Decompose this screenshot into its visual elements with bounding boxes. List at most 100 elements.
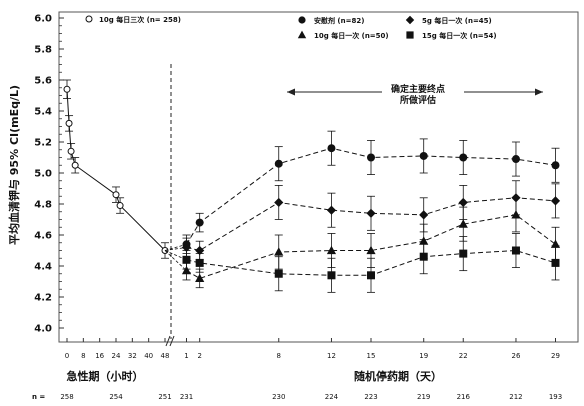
legend-label: 15g 每日一次 (n=54) bbox=[422, 31, 497, 40]
data-point bbox=[459, 249, 468, 258]
legend-marker bbox=[298, 16, 306, 24]
data-point bbox=[419, 151, 428, 160]
data-point bbox=[458, 197, 468, 208]
y-tick-label: 6.0 bbox=[34, 14, 52, 25]
legend-label: 10g 每日三次 (n= 258) bbox=[99, 15, 181, 24]
x-tick-label-maintenance: 12 bbox=[327, 352, 336, 360]
series-maintenance-0 bbox=[182, 130, 560, 255]
series-line bbox=[186, 214, 556, 279]
legend: 10g 每日三次 (n= 258) 安慰剂 (n=82) 5g 每日一次 (n=45… bbox=[85, 15, 497, 40]
data-point bbox=[274, 159, 283, 168]
data-point bbox=[551, 161, 560, 170]
data-point bbox=[181, 265, 192, 275]
x-axis: 0 8 16 24 32 40 48 1 2 8 12 15 19 22 26 29 bbox=[65, 338, 560, 360]
axis-break-mark bbox=[165, 335, 175, 347]
x-tick-label-acute: 16 bbox=[95, 352, 104, 360]
x-tick-label-maintenance: 19 bbox=[419, 352, 428, 360]
n-row-value: 230 bbox=[272, 393, 285, 401]
phase-connector bbox=[164, 250, 187, 261]
annotation-line-2: 所做评估 bbox=[400, 94, 436, 106]
n-row-value: 219 bbox=[417, 393, 430, 401]
data-point bbox=[366, 208, 376, 218]
data-point bbox=[551, 258, 560, 267]
x-tick-label-acute: 24 bbox=[112, 352, 121, 360]
data-point bbox=[511, 210, 521, 219]
data-point bbox=[327, 144, 336, 153]
x-tick-label-acute: 40 bbox=[144, 352, 153, 360]
x-tick-label-maintenance: 29 bbox=[551, 352, 560, 360]
y-axis-title: 平均血清钾与 95% CI(mEq/L) bbox=[7, 85, 21, 245]
annotation-line-1: 确定主要终点 bbox=[391, 83, 445, 95]
legend-marker bbox=[85, 15, 93, 23]
n-row-value: 193 bbox=[549, 393, 562, 401]
data-point bbox=[327, 271, 336, 280]
y-axis: 4.0 4.2 4.4 4.6 4.8 5.0 5.2 5.4 5.6 5.8 6.0 bbox=[34, 14, 64, 335]
primary-endpoint-annotation: 确定主要终点 所做评估 bbox=[287, 83, 543, 106]
data-point bbox=[195, 258, 204, 267]
legend-marker bbox=[406, 31, 414, 39]
x-tick-label-acute: 48 bbox=[161, 352, 170, 360]
data-point bbox=[274, 269, 283, 278]
data-point bbox=[550, 196, 561, 206]
y-tick-label: 5.2 bbox=[34, 138, 52, 149]
x-tick-label-maintenance: 8 bbox=[277, 352, 281, 360]
phase-connector bbox=[164, 243, 187, 251]
y-tick-label: 4.2 bbox=[34, 293, 52, 304]
x-tick-label-acute: 8 bbox=[81, 352, 85, 360]
data-point bbox=[71, 161, 79, 169]
data-point bbox=[182, 255, 191, 264]
data-point bbox=[367, 271, 375, 280]
data-point bbox=[112, 191, 120, 199]
data-point bbox=[419, 210, 429, 220]
n-row-value: 216 bbox=[457, 393, 471, 401]
n-row-value: 212 bbox=[509, 393, 522, 401]
data-point bbox=[67, 147, 75, 155]
y-tick-label: 4.0 bbox=[34, 324, 52, 335]
n-row-value: 251 bbox=[158, 393, 171, 401]
data-point bbox=[63, 85, 71, 93]
x-tick-label-maintenance: 2 bbox=[197, 352, 201, 360]
y-tick-label: 5.6 bbox=[34, 76, 52, 87]
series-layer bbox=[63, 79, 561, 293]
n-row: n = 258 254 251 231 230 224 223 219 216 212 193 bbox=[32, 393, 562, 401]
legend-marker bbox=[297, 30, 307, 39]
x-tick-label-maintenance: 1 bbox=[184, 352, 188, 360]
data-point bbox=[367, 153, 375, 162]
data-point bbox=[116, 202, 124, 210]
data-point bbox=[511, 246, 520, 255]
legend-label: 10g 每日一次 (n=50) bbox=[314, 31, 389, 40]
x-axis-title-maintenance: 随机停药期（天） bbox=[354, 369, 442, 383]
plot-frame bbox=[58, 11, 579, 343]
y-tick-label: 4.8 bbox=[34, 200, 52, 211]
annotation-arrow-right-icon bbox=[535, 88, 543, 96]
y-tick-label: 5.8 bbox=[34, 45, 52, 56]
n-row-value: 254 bbox=[109, 393, 123, 401]
phase-connector bbox=[164, 247, 187, 251]
legend-label: 安慰剂 (n=82) bbox=[314, 16, 364, 25]
data-point bbox=[274, 197, 284, 208]
data-point bbox=[195, 218, 204, 227]
data-point bbox=[326, 205, 337, 215]
n-row-value: 223 bbox=[364, 393, 377, 401]
data-point bbox=[65, 119, 73, 127]
data-point bbox=[511, 155, 520, 164]
data-point bbox=[326, 245, 337, 255]
data-point bbox=[459, 153, 468, 162]
legend-marker bbox=[405, 15, 415, 25]
y-tick-label: 4.6 bbox=[34, 231, 52, 242]
data-point bbox=[366, 245, 376, 255]
data-point bbox=[458, 219, 468, 228]
x-axis-title-acute: 急性期（小时） bbox=[67, 369, 144, 383]
n-row-value: 231 bbox=[180, 393, 193, 401]
x-tick-label-maintenance: 22 bbox=[459, 352, 468, 360]
series-line bbox=[186, 197, 556, 252]
legend-label: 5g 每日一次 (n=45) bbox=[422, 16, 492, 25]
series-maintenance-3 bbox=[182, 233, 560, 293]
annotation-arrow-left-icon bbox=[287, 88, 295, 96]
n-row-value: 224 bbox=[325, 393, 339, 401]
y-tick-label: 4.4 bbox=[34, 262, 52, 273]
series-acute-0 bbox=[63, 79, 169, 259]
data-point bbox=[419, 252, 428, 261]
data-point bbox=[195, 245, 205, 256]
x-tick-label-acute: 32 bbox=[128, 352, 137, 360]
